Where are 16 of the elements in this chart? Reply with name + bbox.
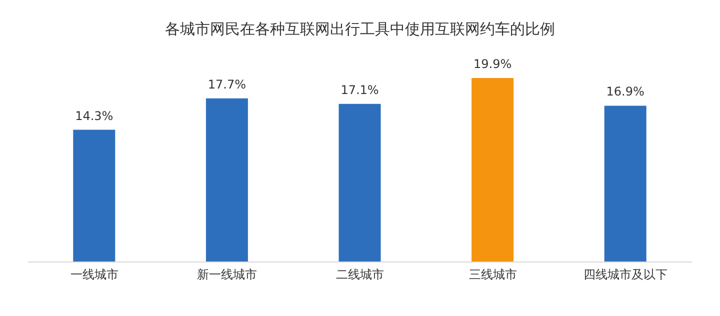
chart-title: 各城市网民在各种互联网出行工具中使用互联网约车的比例 — [164, 20, 556, 39]
x-tick-label: 一线城市 — [70, 268, 118, 282]
x-tick-label: 三线城市 — [468, 268, 517, 282]
data-label: 14.3% — [75, 108, 114, 123]
x-tick-label: 新一线城市 — [197, 268, 258, 282]
data-label: 17.1% — [340, 82, 379, 97]
bar — [604, 106, 646, 262]
bar — [206, 98, 248, 262]
bar — [338, 104, 381, 262]
bar — [73, 130, 116, 262]
x-tick-label: 四线城市及以下 — [584, 268, 668, 282]
bar — [472, 78, 514, 262]
data-label: 16.9% — [606, 84, 644, 99]
data-label: 19.9% — [473, 57, 512, 71]
x-tick-label: 二线城市 — [336, 268, 384, 282]
data-label: 17.7% — [208, 77, 246, 92]
